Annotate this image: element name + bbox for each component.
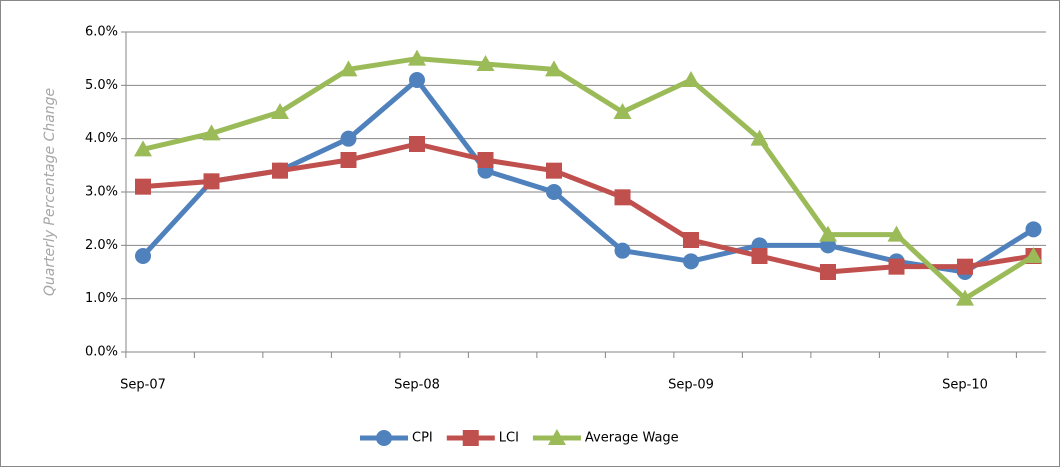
- data-point: [408, 49, 426, 66]
- legend-marker: [547, 429, 566, 445]
- data-point: [888, 258, 905, 275]
- data-point: [546, 184, 562, 200]
- data-point: [340, 130, 357, 147]
- y-tick-label: 1.0%: [85, 291, 118, 306]
- data-point: [1024, 247, 1043, 263]
- data-point: [135, 178, 151, 195]
- legend-marker: [462, 430, 479, 446]
- data-point: [477, 152, 494, 168]
- data-point: [340, 152, 357, 168]
- legend-label: Average Wage: [585, 431, 679, 446]
- legend-label: CPI: [412, 431, 433, 446]
- series-line: [141, 77, 1035, 275]
- data-point: [683, 253, 699, 270]
- y-tick-label: 2.0%: [85, 238, 118, 253]
- data-point: [409, 136, 425, 152]
- legend-label: LCI: [499, 431, 519, 446]
- y-tick-label: 4.0%: [85, 131, 118, 146]
- data-point: [614, 189, 631, 206]
- data-point: [409, 72, 425, 88]
- data-point: [546, 162, 562, 179]
- data-point: [476, 55, 495, 71]
- series-line: [142, 141, 1034, 275]
- data-point: [272, 162, 288, 179]
- data-point: [682, 71, 700, 87]
- data-point: [203, 173, 220, 190]
- y-tick-label: 5.0%: [85, 78, 118, 93]
- data-point: [545, 60, 563, 77]
- data-point: [751, 248, 768, 264]
- data-point: [1025, 221, 1042, 238]
- data-point: [613, 103, 632, 119]
- x-tick-label: Sep-10: [942, 378, 988, 393]
- series-line: [142, 56, 1035, 302]
- legend-marker: [376, 430, 392, 446]
- x-tick-label: Sep-09: [668, 378, 714, 393]
- data-point: [957, 258, 973, 275]
- data-point: [339, 60, 358, 77]
- data-point: [819, 225, 837, 242]
- data-point: [135, 248, 151, 264]
- data-point: [820, 264, 836, 280]
- y-tick-label: 0.0%: [85, 345, 118, 360]
- data-point: [271, 103, 289, 119]
- data-point: [887, 225, 906, 242]
- y-tick-label: 3.0%: [85, 185, 118, 200]
- y-axis-title: Quarterly Percentage Change: [42, 88, 58, 296]
- y-tick-label: 6.0%: [85, 25, 118, 40]
- data-point: [202, 124, 221, 141]
- data-point: [956, 289, 974, 306]
- data-point: [750, 129, 769, 146]
- data-point: [683, 232, 699, 248]
- data-point: [134, 140, 152, 157]
- x-tick-label: Sep-07: [120, 378, 166, 393]
- x-tick-label: Sep-08: [394, 378, 440, 393]
- data-point: [614, 242, 631, 259]
